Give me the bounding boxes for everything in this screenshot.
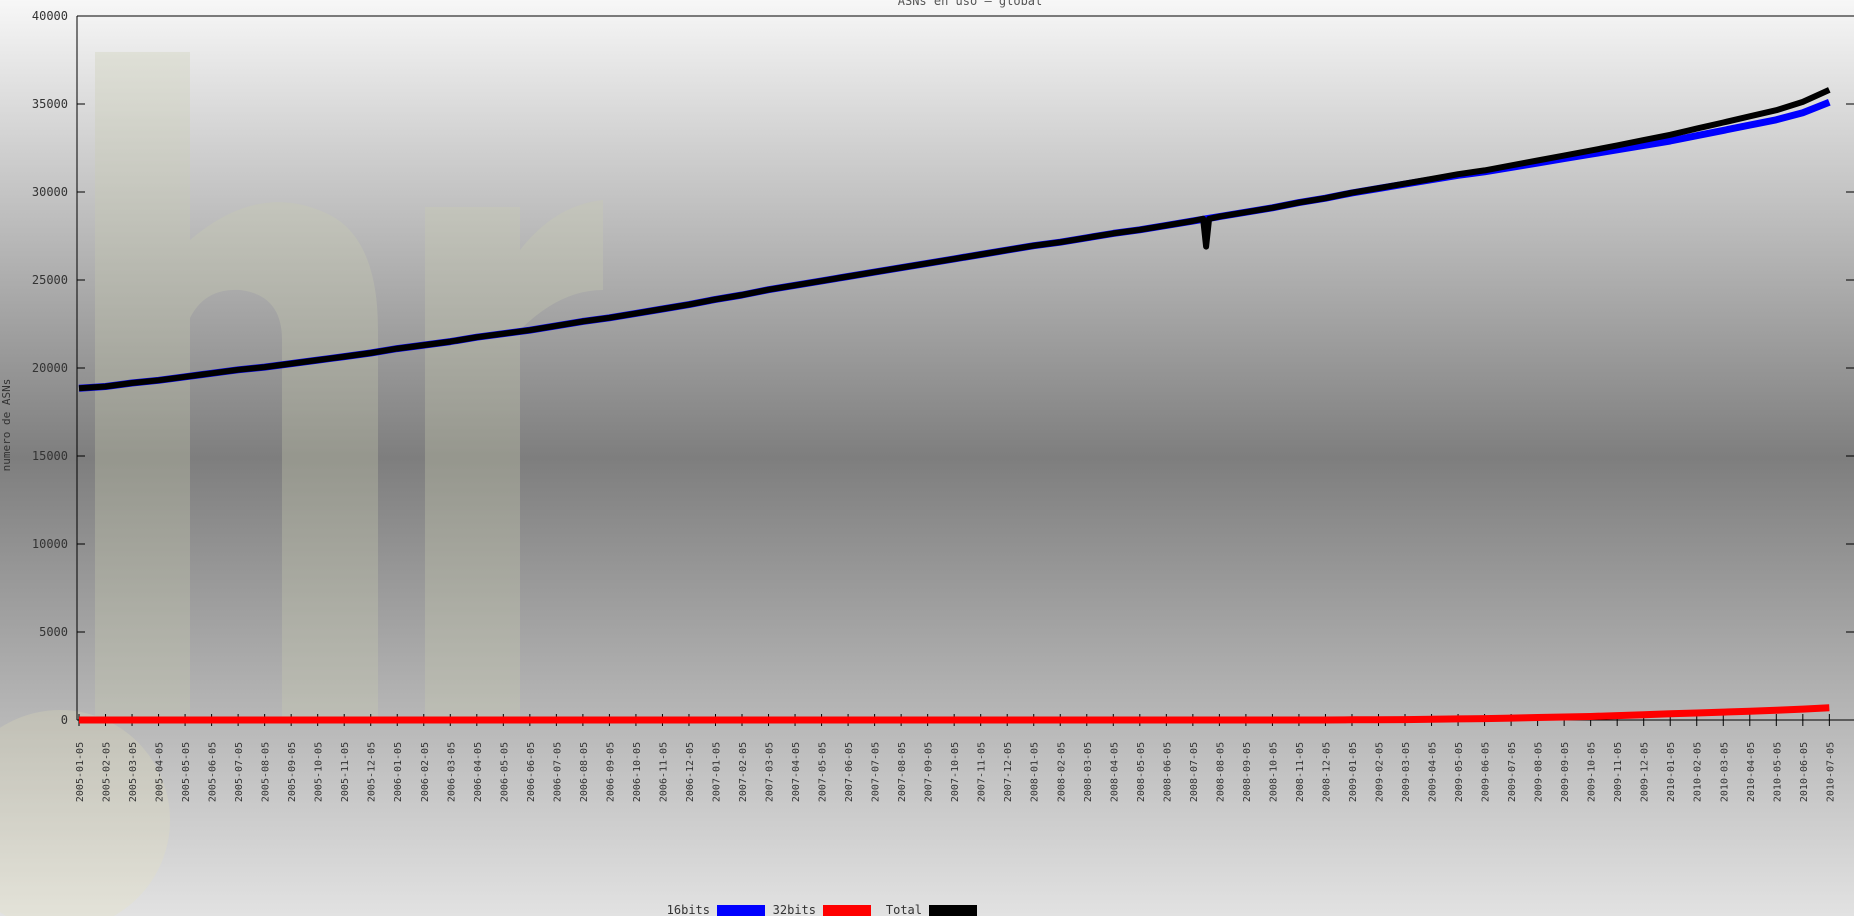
x-tick-label: 2006-12-05 [685,742,696,802]
legend-swatch [717,905,765,916]
x-tick-label: 2010-07-05 [1825,742,1836,802]
x-tick-label: 2007-09-05 [924,742,935,802]
x-tick-label: 2007-12-05 [1003,742,1014,802]
x-tick-label: 2005-03-05 [128,742,139,802]
x-tick-label: 2006-02-05 [420,742,431,802]
x-tick-label: 2008-03-05 [1083,742,1094,802]
y-tick-label: 10000 [32,537,68,551]
x-tick-label: 2006-01-05 [393,742,404,802]
legend-swatch [929,905,977,916]
x-tick-label: 2009-06-05 [1481,742,1492,802]
x-tick-label: 2008-09-05 [1242,742,1253,802]
x-tick-label: 2009-08-05 [1534,742,1545,802]
x-tick-label: 2006-11-05 [658,742,669,802]
x-tick-label: 2010-06-05 [1799,742,1810,802]
y-tick-label: 0 [61,713,68,727]
y-axis-ticks: 0 5000 10000 15000 20000 25000 30000 35000 40000 [32,9,1854,727]
legend-label: 16bits [667,903,710,916]
x-tick-label: 2010-01-05 [1666,742,1677,802]
x-tick-label: 2009-12-05 [1640,742,1651,802]
x-tick-label: 2007-04-05 [791,742,802,802]
watermark-hook [520,200,603,330]
y-tick-label: 25000 [32,273,68,287]
x-tick-label: 2009-03-05 [1401,742,1412,802]
x-tick-label: 2005-04-05 [155,742,166,802]
x-tick-label: 2006-07-05 [552,742,563,802]
x-tick-label: 2009-02-05 [1374,742,1385,802]
x-tick-label: 2005-01-05 [75,742,86,802]
y-tick-label: 35000 [32,97,68,111]
x-tick-label: 2008-01-05 [1030,742,1041,802]
x-tick-label: 2005-09-05 [287,742,298,802]
watermark-arch [190,202,378,721]
x-tick-label: 2008-02-05 [1056,742,1067,802]
y-tick-label: 15000 [32,449,68,463]
legend: 16bits 32bits Total [667,903,977,916]
x-tick-label: 2007-11-05 [977,742,988,802]
x-tick-label: 2008-06-05 [1162,742,1173,802]
series-layer [78,87,1831,724]
y-tick-label: 30000 [32,185,68,199]
y-tick-label: 20000 [32,361,68,375]
chart-title: ASNs en uso — global [898,0,1043,8]
x-tick-label: 2008-05-05 [1136,742,1147,802]
y-tick-label: 5000 [39,625,68,639]
x-tick-label: 2005-06-05 [208,742,219,802]
x-tick-label: 2009-05-05 [1454,742,1465,802]
legend-label: Total [886,903,922,916]
x-tick-label: 2005-07-05 [234,742,245,802]
watermark-stroke [425,207,520,720]
x-tick-label: 2007-03-05 [765,742,776,802]
legend-swatch [823,905,871,916]
x-tick-label: 2006-04-05 [473,742,484,802]
x-tick-label: 2010-05-05 [1772,742,1783,802]
x-tick-label: 2006-09-05 [605,742,616,802]
x-tick-label: 2006-05-05 [499,742,510,802]
x-tick-label: 2008-04-05 [1109,742,1120,802]
x-tick-label: 2008-08-05 [1215,742,1226,802]
x-tick-label: 2005-12-05 [367,742,378,802]
x-tick-label: 2009-09-05 [1560,742,1571,802]
x-tick-label: 2005-08-05 [261,742,272,802]
series-line-total [78,87,1831,392]
x-tick-label: 2006-03-05 [446,742,457,802]
x-tick-label: 2007-07-05 [871,742,882,802]
x-tick-label: 2005-10-05 [314,742,325,802]
x-tick-label: 2009-10-05 [1587,742,1598,802]
x-tick-label: 2006-08-05 [579,742,590,802]
x-tick-label: 2008-07-05 [1189,742,1200,802]
x-tick-label: 2006-06-05 [526,742,537,802]
x-tick-label: 2008-10-05 [1268,742,1279,802]
x-tick-label: 2008-12-05 [1321,742,1332,802]
x-tick-label: 2009-04-05 [1428,742,1439,802]
x-tick-label: 2010-03-05 [1719,742,1730,802]
x-tick-label: 2005-02-05 [102,742,113,802]
x-tick-label: 2007-02-05 [738,742,749,802]
x-tick-label: 2008-11-05 [1295,742,1306,802]
x-tick-label: 2007-05-05 [818,742,829,802]
x-tick-label: 2007-01-05 [711,742,722,802]
watermark-circle [0,710,170,916]
watermark-logo [0,52,603,916]
x-tick-label: 2005-11-05 [340,742,351,802]
x-tick-label: 2010-04-05 [1746,742,1757,802]
y-tick-label: 40000 [32,9,68,23]
x-axis-ticks: 2005-01-05 2005-02-05 2005-03-05 2005-04-05… [75,714,1836,802]
x-tick-label: 2007-08-05 [897,742,908,802]
x-tick-label: 2007-06-05 [844,742,855,802]
series-line-32bits [79,704,1830,724]
x-tick-label: 2006-10-05 [632,742,643,802]
x-tick-label: 2007-10-05 [950,742,961,802]
y-axis-label: numero de ASNs [0,379,13,472]
x-tick-label: 2009-11-05 [1613,742,1624,802]
x-tick-label: 2010-02-05 [1693,742,1704,802]
x-tick-label: 2009-01-05 [1348,742,1359,802]
x-tick-label: 2005-05-05 [181,742,192,802]
legend-label: 32bits [773,903,816,916]
x-tick-label: 2009-07-05 [1507,742,1518,802]
